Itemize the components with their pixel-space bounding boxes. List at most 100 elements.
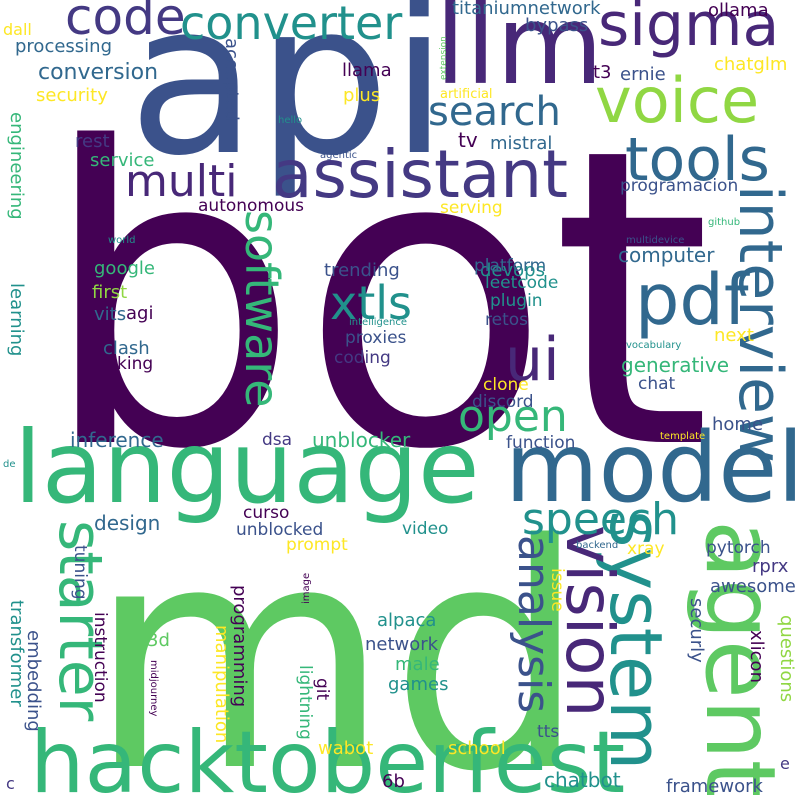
word-dsa: dsa	[262, 430, 293, 450]
word-platform-main: platform	[474, 256, 547, 276]
word-proxies: proxies	[345, 328, 407, 348]
word-titaniumnetwork: titaniumnetwork	[452, 0, 601, 19]
word-chatbot: chatbot	[544, 768, 621, 792]
word-serving: serving	[440, 198, 503, 218]
word-issue: issue	[547, 568, 567, 612]
word-md: md	[88, 479, 587, 800]
word-alpaca: alpaca	[377, 610, 437, 631]
word-embedding: embedding	[23, 630, 44, 732]
word-next: next	[714, 325, 754, 346]
word-xtls: xtls	[330, 276, 413, 330]
word-computer: computer	[618, 243, 715, 267]
word-ernie: ernie	[620, 64, 666, 85]
word-securly: securly	[686, 598, 707, 663]
word-world: world	[108, 235, 136, 246]
word-converter: converter	[180, 0, 403, 50]
word-chat: chat	[638, 374, 676, 394]
word-3d: 3d	[147, 630, 170, 651]
word-github: github	[708, 217, 741, 228]
word-tuning: tuning	[70, 545, 90, 600]
word-clash: clash	[103, 338, 150, 359]
word-plugin: plugin	[490, 291, 543, 311]
word-manipulation: manipulation	[211, 625, 232, 744]
word-unblocker: unblocker	[312, 428, 411, 452]
word-template: template	[660, 431, 706, 442]
word-lightning: lightning	[295, 665, 315, 740]
word-coding: coding	[334, 348, 391, 368]
word-bot: bot	[40, 61, 712, 539]
word-function: function	[506, 433, 576, 453]
word-male: male	[395, 654, 440, 675]
word-mistral: mistral	[490, 133, 553, 154]
word-speech: speech	[522, 494, 680, 545]
word-framework: framework	[666, 776, 763, 797]
word-prompt: prompt	[286, 535, 348, 555]
word-e: e	[780, 754, 790, 773]
word-language: language	[14, 409, 480, 526]
word-llama: llama	[342, 60, 392, 81]
word-vocabulary: vocabulary	[626, 340, 682, 351]
word-clone: clone	[483, 375, 529, 395]
word-tv: tv	[458, 128, 478, 152]
word-network: network	[365, 634, 439, 655]
word-learning: learning	[6, 283, 27, 357]
word-tools: tools	[625, 125, 770, 195]
word-retos: retos	[485, 310, 528, 330]
word-api: api	[128, 0, 449, 202]
word-extension: extension	[439, 36, 449, 80]
word-plus: plus	[343, 85, 381, 106]
word-conversion: conversion	[38, 60, 159, 85]
word-pdf: pdf	[635, 259, 749, 341]
word-inference: inference	[70, 428, 164, 452]
word-search: search	[428, 89, 561, 135]
word-generative: generative	[621, 353, 729, 377]
word-backend: backend	[576, 540, 619, 551]
word-rprx: rprx	[752, 556, 789, 577]
word-vits: vits	[94, 304, 127, 325]
word-image: image	[301, 572, 312, 604]
word-first: first	[92, 282, 128, 303]
word-google: google	[94, 258, 155, 279]
word-design: design	[94, 511, 161, 535]
word-vision: vision	[551, 525, 628, 718]
word-curso: curso	[243, 503, 290, 523]
word-multidevice: multidevice	[626, 235, 685, 246]
word-awesome: awesome	[710, 576, 796, 597]
word-trending: trending	[324, 260, 400, 281]
word-programming: programming	[229, 585, 250, 708]
word-processing: processing	[15, 36, 113, 57]
word-software: software	[235, 210, 289, 408]
word-video: video	[402, 519, 449, 539]
word-t3: t3	[593, 62, 612, 83]
word-programacion: programacion	[620, 176, 739, 196]
word-service: service	[90, 150, 155, 171]
word-6b: 6b	[382, 771, 405, 792]
word-git: git	[312, 678, 332, 701]
word-ui: ui	[505, 325, 560, 395]
word-home: home	[712, 414, 764, 435]
word-agi: agi	[126, 303, 154, 324]
word-pytorch: pytorch	[706, 538, 771, 558]
word-hacktoberfest: hacktoberfest	[30, 713, 626, 800]
word-autonomous: autonomous	[198, 196, 305, 216]
word-accepted: accepted	[221, 38, 242, 121]
word-multi: multi	[125, 156, 238, 207]
word-llm: llm	[435, 0, 604, 109]
word-sigma: sigma	[598, 0, 780, 60]
word-leetcode: leetcode	[485, 273, 559, 293]
word-devops: devops	[480, 260, 545, 281]
word-king: king	[117, 354, 154, 374]
word-de: de	[3, 459, 16, 470]
word-wabot: wabot	[318, 738, 374, 759]
word-bypass: bypass	[525, 15, 589, 36]
word-code: code	[65, 0, 186, 46]
word-games: games	[388, 674, 449, 695]
word-tts: tts	[537, 722, 560, 742]
word-dall: dall	[3, 20, 32, 39]
word-model: model	[505, 412, 800, 524]
word-open: open	[458, 391, 568, 442]
word-voice: voice	[595, 64, 760, 137]
word-school: school	[448, 738, 506, 759]
word-security: security	[36, 85, 108, 106]
